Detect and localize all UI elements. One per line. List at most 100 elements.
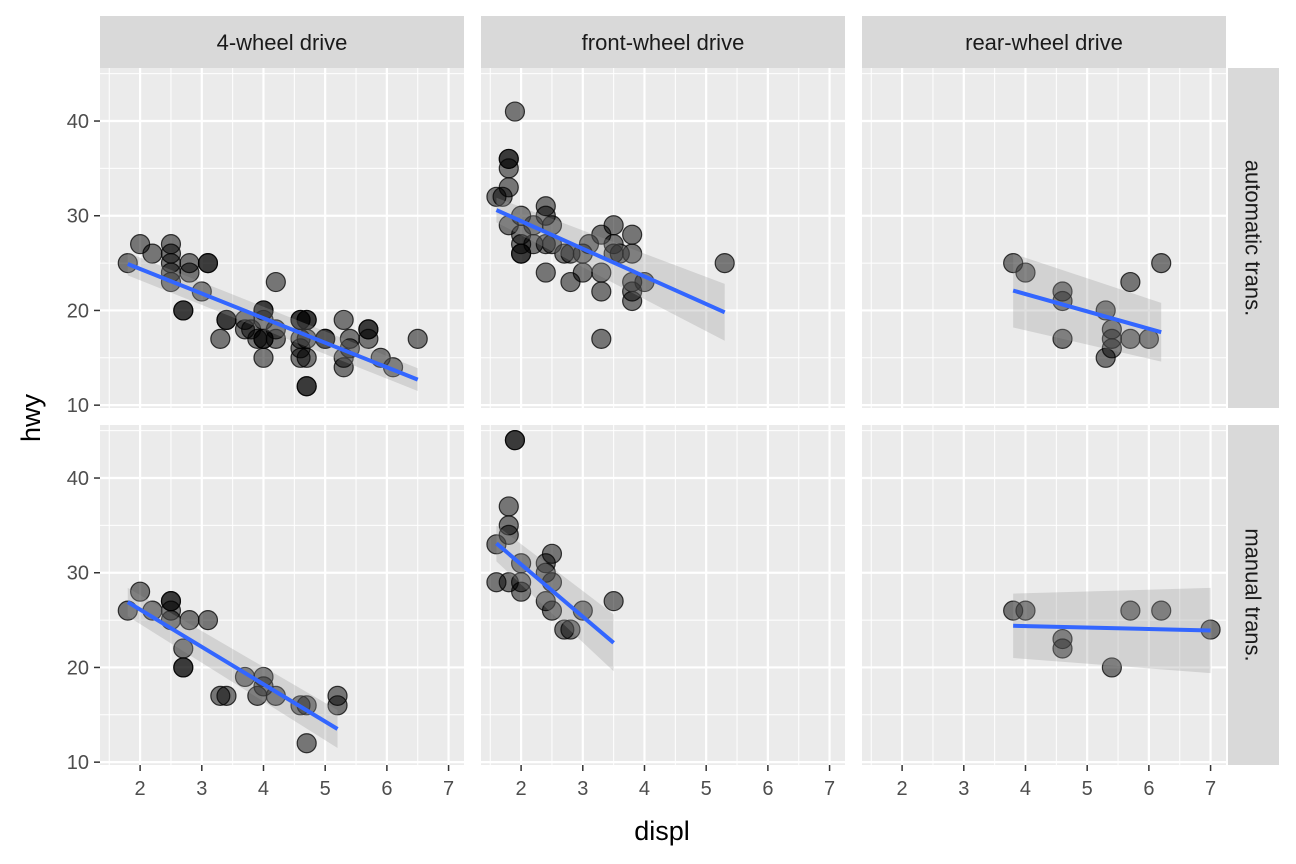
data-point	[498, 158, 519, 179]
smooth-line	[495, 208, 726, 315]
x-tick-label: 6	[1143, 778, 1154, 800]
data-point	[1120, 600, 1141, 621]
data-point	[265, 271, 286, 293]
x-tick-label: 6	[762, 778, 773, 800]
strip-row-1: automatic trans.	[1228, 68, 1279, 408]
y-axis-row-1: 10 20 30 40	[67, 111, 100, 417]
data-point	[1015, 262, 1036, 283]
x-tick-label: 4	[1020, 778, 1031, 800]
data-point	[504, 101, 526, 122]
x-tick-label: 2	[897, 778, 908, 800]
panel-1-1	[100, 68, 464, 408]
data-point	[504, 430, 526, 451]
panel-2-2	[481, 425, 845, 765]
data-point	[1151, 252, 1172, 274]
confidence-band	[496, 525, 614, 672]
data-point	[296, 347, 317, 368]
data-point	[210, 328, 231, 349]
x-tick-label: 4	[639, 778, 650, 800]
x-tick-label: 4	[258, 778, 269, 800]
data-point	[1015, 600, 1036, 621]
x-tick-label: 2	[516, 778, 527, 800]
strip-label: front-wheel drive	[582, 30, 745, 55]
data-point	[1101, 338, 1122, 359]
strip-background	[1228, 68, 1279, 408]
x-tick-label: 3	[196, 778, 207, 800]
panel-3-1	[862, 68, 1226, 408]
data-point	[197, 252, 219, 274]
data-point	[1151, 600, 1172, 621]
data-point	[498, 524, 519, 545]
x-tick-label: 6	[381, 778, 392, 800]
data-point	[130, 581, 151, 602]
data-point	[603, 591, 624, 612]
x-tick-label: 3	[577, 778, 588, 800]
x-tick-label: 7	[824, 778, 835, 800]
strip-background	[862, 16, 1226, 68]
data-point	[407, 328, 428, 349]
panel-background	[862, 425, 1226, 765]
panels-layer	[100, 68, 1226, 765]
panel-background	[100, 68, 464, 408]
data-point	[603, 215, 624, 236]
data-point	[591, 281, 612, 302]
panel-3-2	[862, 425, 1226, 765]
strip-label: rear-wheel drive	[965, 30, 1123, 55]
strip-label: manual trans.	[1241, 528, 1266, 661]
data-point	[296, 733, 317, 754]
smooth-line	[1012, 288, 1162, 335]
y-tick-label: 20	[67, 300, 89, 322]
strip-background	[100, 16, 464, 68]
x-axis-title: displ	[634, 816, 690, 846]
panel-1-2	[100, 425, 464, 765]
y-axis-title: hwy	[16, 393, 46, 442]
data-point	[541, 543, 563, 564]
y-tick-label: 40	[67, 111, 89, 133]
panel-background	[100, 425, 464, 765]
x-tick-label: 2	[135, 778, 146, 800]
strip-label: 4-wheel drive	[217, 30, 348, 55]
x-tick-label: 7	[1205, 778, 1216, 800]
x-axis-col-1: 2 3 4 5 6 7	[135, 765, 454, 800]
data-point	[327, 695, 348, 716]
y-tick-label: 20	[67, 657, 89, 679]
data-point	[535, 262, 556, 283]
x-tick-label: 7	[443, 778, 454, 800]
smooth-line	[126, 600, 339, 731]
data-point	[173, 657, 194, 678]
data-point	[591, 328, 612, 349]
data-point	[622, 243, 643, 264]
y-tick-label: 10	[67, 752, 89, 774]
strip-column-1: 4-wheel drive	[100, 16, 464, 68]
y-tick-label: 30	[67, 563, 89, 585]
data-point	[511, 581, 532, 602]
data-point	[173, 300, 194, 321]
x-tick-label: 5	[701, 778, 712, 800]
strip-column-3: rear-wheel drive	[862, 16, 1226, 68]
strip-background	[1228, 425, 1279, 765]
data-point	[560, 619, 581, 640]
data-point	[541, 600, 563, 621]
smooth-line	[127, 262, 419, 382]
data-point	[1101, 657, 1122, 678]
panel-2-1	[481, 68, 845, 408]
data-point	[358, 328, 379, 349]
data-point	[296, 376, 317, 397]
data-point	[714, 252, 735, 274]
x-tick-label: 5	[1082, 778, 1093, 800]
panel-background	[862, 68, 1226, 408]
data-point	[498, 177, 519, 198]
confidence-band	[127, 587, 338, 748]
data-point	[179, 252, 200, 274]
strip-background	[481, 16, 845, 68]
strip-column-2: front-wheel drive	[481, 16, 845, 68]
data-point	[216, 685, 237, 706]
x-axis-col-3: 2 3 4 5 6 7	[897, 765, 1216, 800]
data-point	[1052, 638, 1073, 659]
strip-label: automatic trans.	[1241, 160, 1266, 317]
data-point	[498, 496, 519, 517]
data-point	[622, 224, 643, 245]
strip-row-2: manual trans.	[1228, 425, 1279, 765]
data-point	[333, 309, 354, 331]
